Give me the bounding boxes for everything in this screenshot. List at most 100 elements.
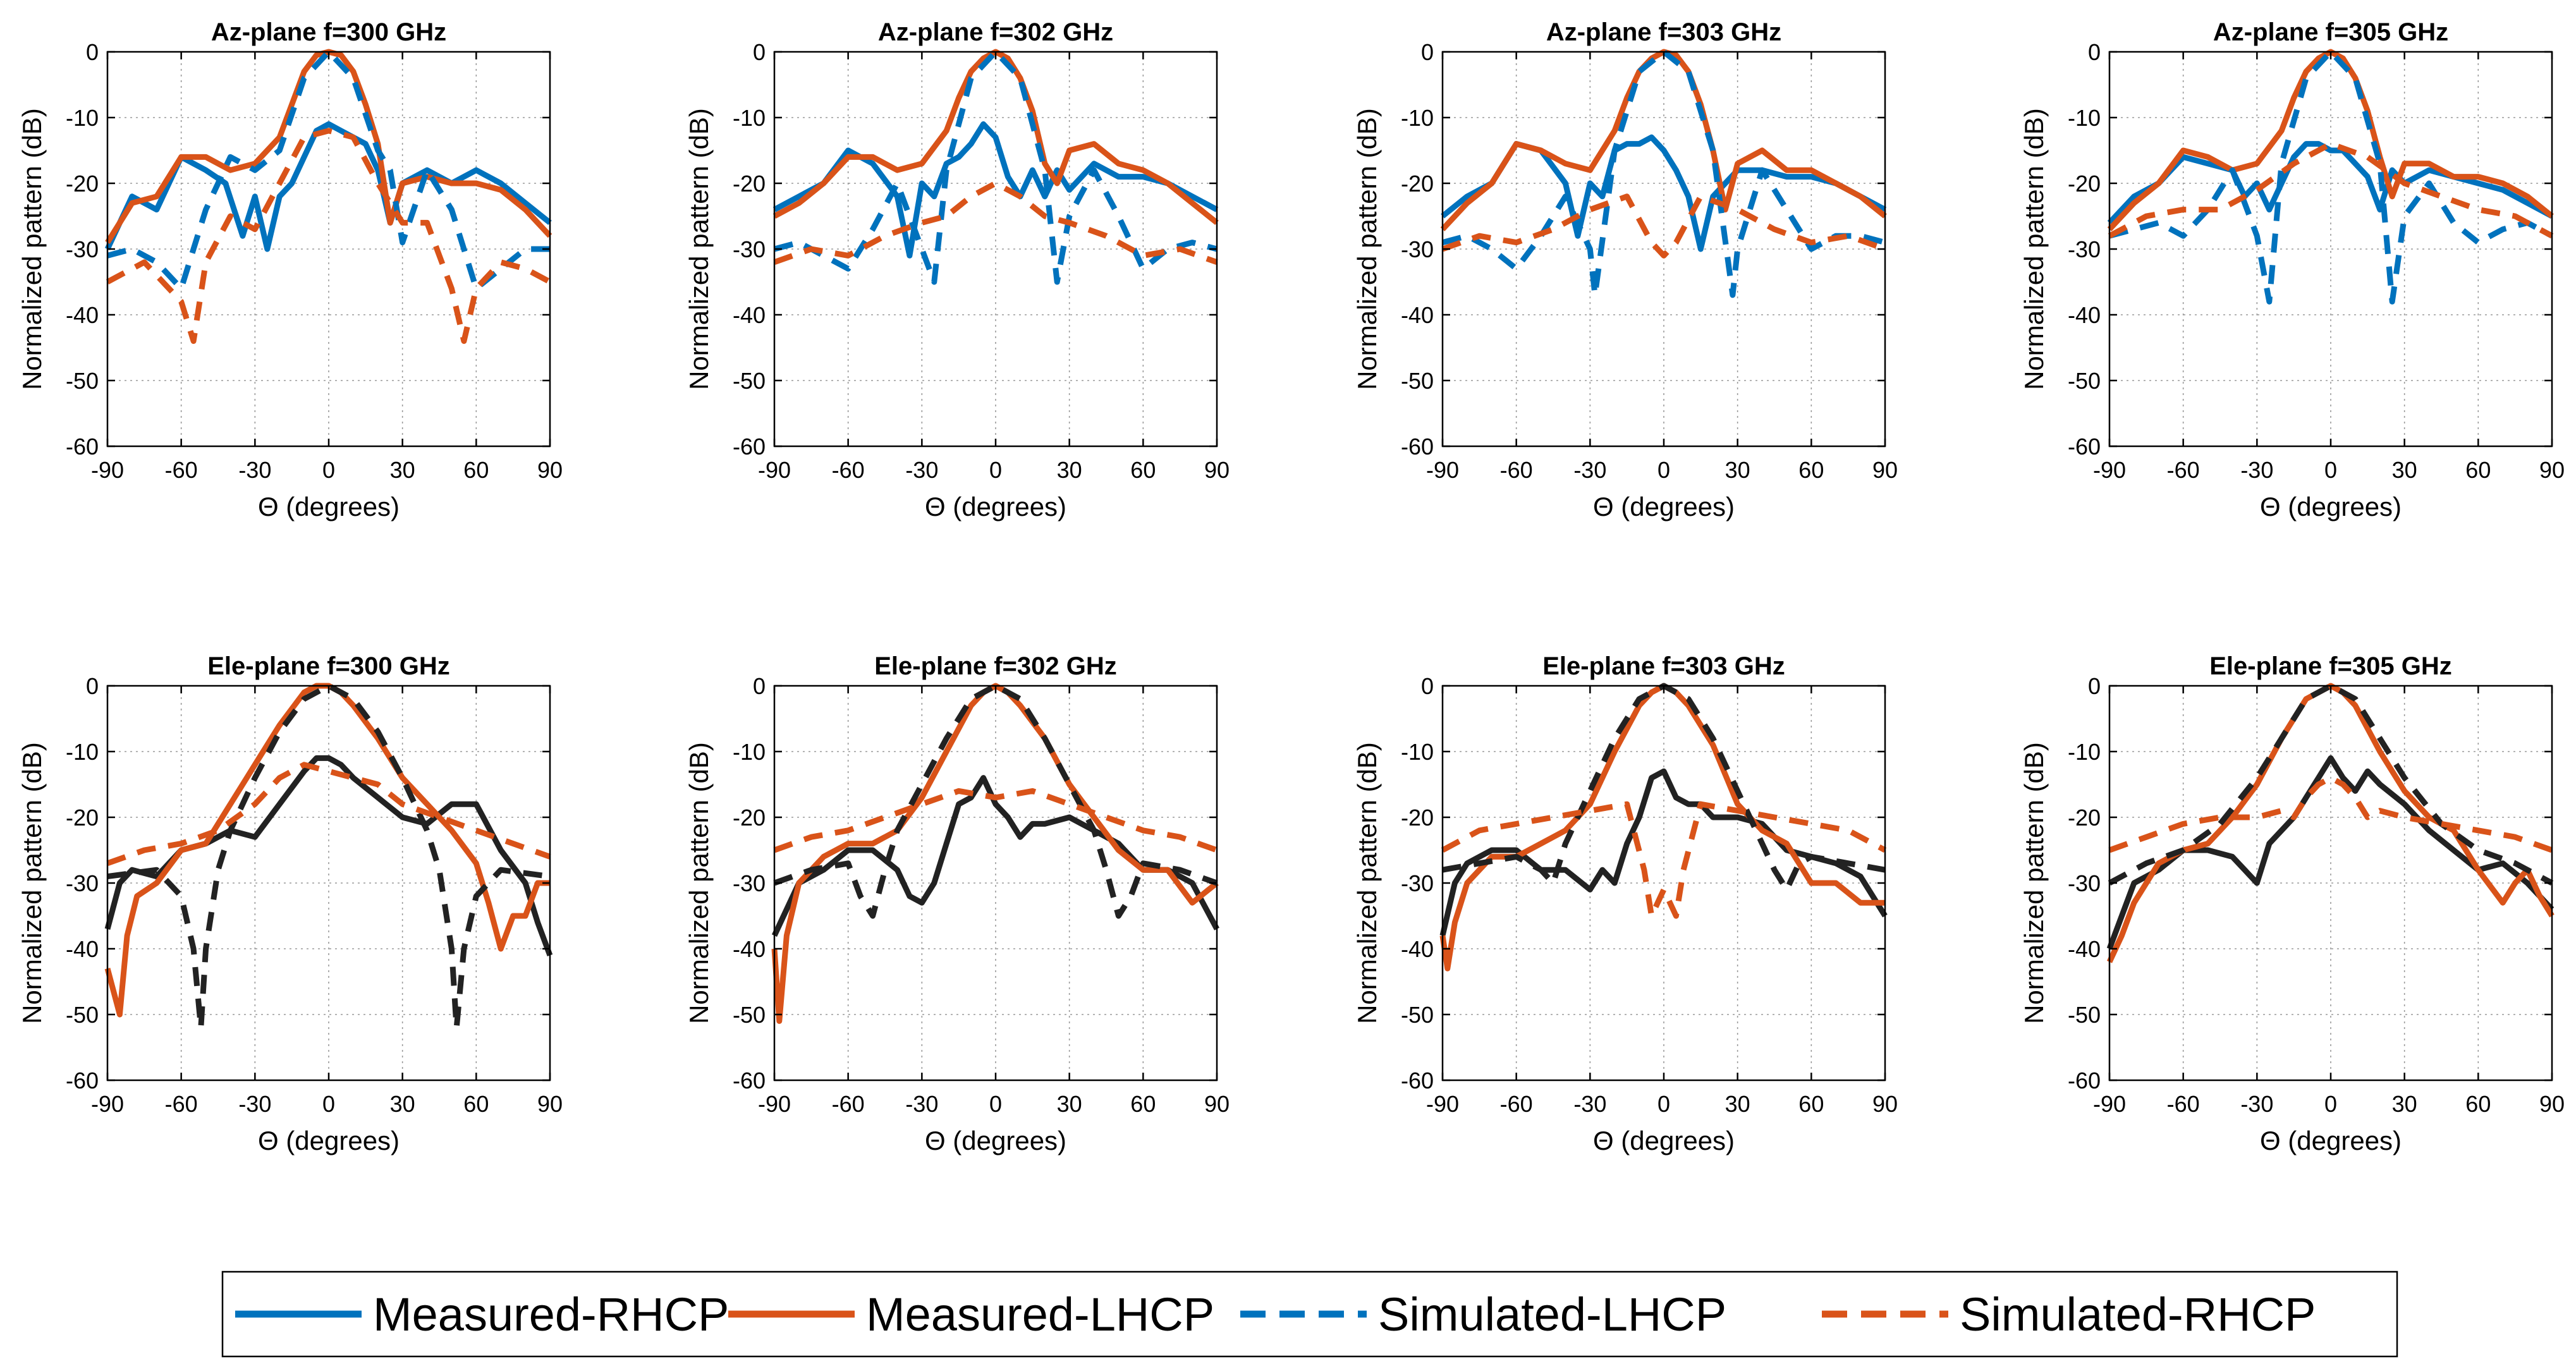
subplot-title: Ele-plane f=303 GHz: [1542, 652, 1785, 680]
x-tick-label: -60: [1500, 457, 1533, 483]
x-tick-label: -90: [758, 1091, 791, 1117]
subplot-title: Az-plane f=300 GHz: [211, 18, 446, 46]
legend-label: Simulated-LHCP: [1378, 1288, 1726, 1341]
legend-label: Measured-RHCP: [373, 1288, 729, 1341]
x-tick-label: 0: [2324, 457, 2337, 483]
y-tick-label: -40: [2068, 302, 2101, 328]
x-tick-label: -60: [832, 457, 865, 483]
x-axis-label: Θ (degrees): [1593, 492, 1735, 521]
x-tick-label: -90: [1426, 1091, 1459, 1117]
series-measured-rhcp-line: [2106, 755, 2555, 950]
x-axis-label: Θ (degrees): [258, 1126, 400, 1155]
y-tick-label: -30: [2068, 236, 2101, 262]
x-tick-label: 0: [2324, 1091, 2337, 1117]
y-tick-label: 0: [1421, 39, 1434, 65]
plot-area: [107, 686, 550, 1080]
subplot-2: -90 -60 -30 0 30 60 900-10-20-30-40-50-60Az-pl…: [684, 18, 1230, 521]
y-tick-label: 0: [2088, 673, 2101, 699]
x-tick-label: -60: [165, 1091, 198, 1117]
x-tick-label: 90: [537, 1091, 563, 1117]
series-simulated-rhcp-line: [1441, 801, 1887, 919]
y-tick-label: -10: [1401, 105, 1434, 131]
y-tick-label: -20: [1401, 171, 1434, 197]
legend-item: Simulated-RHCP: [1822, 1288, 2316, 1341]
subplot-grid: -90 -60 -30 0 30 60 900-10-20-30-40-50-60Az-pl…: [17, 18, 2565, 1155]
y-tick-label: -10: [2068, 105, 2101, 131]
series-simulated-rhcp-line: [773, 788, 1218, 853]
legend: Measured-RHCP Measured-LHCP Simulated-LHCP…: [221, 1270, 2398, 1358]
y-tick-label: -50: [66, 1002, 99, 1028]
y-tick-label: 0: [86, 673, 99, 699]
series-measured-rhcp-line: [772, 121, 1219, 259]
y-tick-label: -30: [733, 236, 766, 262]
x-tick-label: 30: [1725, 457, 1750, 483]
y-tick-label: -50: [2068, 368, 2101, 394]
y-tick-label: -30: [1401, 870, 1434, 896]
series-measured-lhcp-line: [772, 49, 1219, 225]
y-tick-label: -50: [1401, 1002, 1434, 1028]
x-axis-label: Θ (degrees): [2260, 492, 2402, 521]
y-tick-label: -40: [2068, 936, 2101, 962]
series-simulated-rhcp-line: [2108, 141, 2554, 239]
y-tick-label: -60: [66, 1068, 99, 1094]
series-measured-lhcp-line: [1439, 683, 1885, 972]
y-tick-label: -50: [1401, 368, 1434, 394]
x-tick-label: -90: [91, 1091, 124, 1117]
x-tick-label: 30: [1057, 457, 1082, 483]
x-tick-label: -30: [1573, 457, 1606, 483]
y-tick-label: -20: [2068, 171, 2101, 197]
subplot-1: -90 -60 -30 0 30 60 900-10-20-30-40-50-60Az-pl…: [17, 18, 563, 521]
plot-area: [2109, 686, 2552, 1080]
subplot-8: -90 -60 -30 0 30 60 900-10-20-30-40-50-60Ele-p…: [2019, 652, 2565, 1155]
y-tick-label: -10: [66, 105, 99, 131]
series-measured-rhcp-line: [1439, 768, 1888, 937]
plot-area: [774, 686, 1217, 1080]
y-tick-label: -40: [1401, 302, 1434, 328]
y-axis-label: Normalized pattern (dB): [684, 108, 714, 390]
subplot-title: Az-plane f=303 GHz: [1546, 18, 1781, 46]
y-tick-label: -20: [66, 805, 99, 831]
y-tick-label: -10: [733, 105, 766, 131]
subplot-title: Ele-plane f=302 GHz: [874, 652, 1116, 680]
subplot-title: Ele-plane f=305 GHz: [2209, 652, 2451, 680]
y-tick-label: -20: [66, 171, 99, 197]
series-simulated-rhcp-line: [773, 180, 1218, 265]
subplot-7: -90 -60 -30 0 30 60 900-10-20-30-40-50-60Ele-p…: [1352, 652, 1898, 1155]
y-tick-label: 0: [753, 673, 766, 699]
series-simulated-lhcp-line: [773, 49, 1218, 285]
y-tick-label: -40: [66, 302, 99, 328]
y-tick-label: -10: [733, 739, 766, 765]
y-tick-label: -60: [1401, 434, 1434, 460]
x-tick-label: 90: [1872, 457, 1898, 483]
x-tick-label: 30: [1057, 1091, 1082, 1117]
y-axis-label: Normalized pattern (dB): [1352, 108, 1382, 390]
x-tick-label: 60: [1130, 1091, 1156, 1117]
x-tick-label: 60: [463, 457, 489, 483]
x-tick-label: -30: [2240, 1091, 2273, 1117]
series-measured-lhcp-line: [105, 49, 552, 244]
series-simulated-rhcp-line: [1441, 193, 1886, 259]
x-tick-label: -30: [2240, 457, 2273, 483]
x-tick-label: 30: [2392, 457, 2417, 483]
subplot-6: -90 -60 -30 0 30 60 900-10-20-30-40-50-60Ele-p…: [684, 652, 1230, 1155]
x-tick-label: 60: [1798, 1091, 1824, 1117]
y-tick-label: -60: [733, 434, 766, 460]
series-simulated-lhcp-line: [1442, 683, 1886, 893]
y-tick-label: 0: [86, 39, 99, 65]
y-tick-label: 0: [753, 39, 766, 65]
y-tick-label: -50: [733, 368, 766, 394]
x-tick-label: 0: [989, 1091, 1002, 1117]
x-tick-label: 30: [390, 1091, 415, 1117]
x-tick-label: 60: [2465, 457, 2491, 483]
y-tick-label: -30: [66, 870, 99, 896]
series-simulated-lhcp-line: [2108, 49, 2554, 305]
legend-label: Simulated-RHCP: [1960, 1288, 2316, 1341]
x-tick-label: 0: [322, 457, 335, 483]
y-tick-label: -60: [1401, 1068, 1434, 1094]
x-tick-label: 30: [2392, 1091, 2417, 1117]
y-tick-label: 0: [2088, 39, 2101, 65]
x-tick-label: -60: [832, 1091, 865, 1117]
y-axis-label: Normalized pattern (dB): [17, 742, 47, 1024]
x-tick-label: -30: [1573, 1091, 1606, 1117]
